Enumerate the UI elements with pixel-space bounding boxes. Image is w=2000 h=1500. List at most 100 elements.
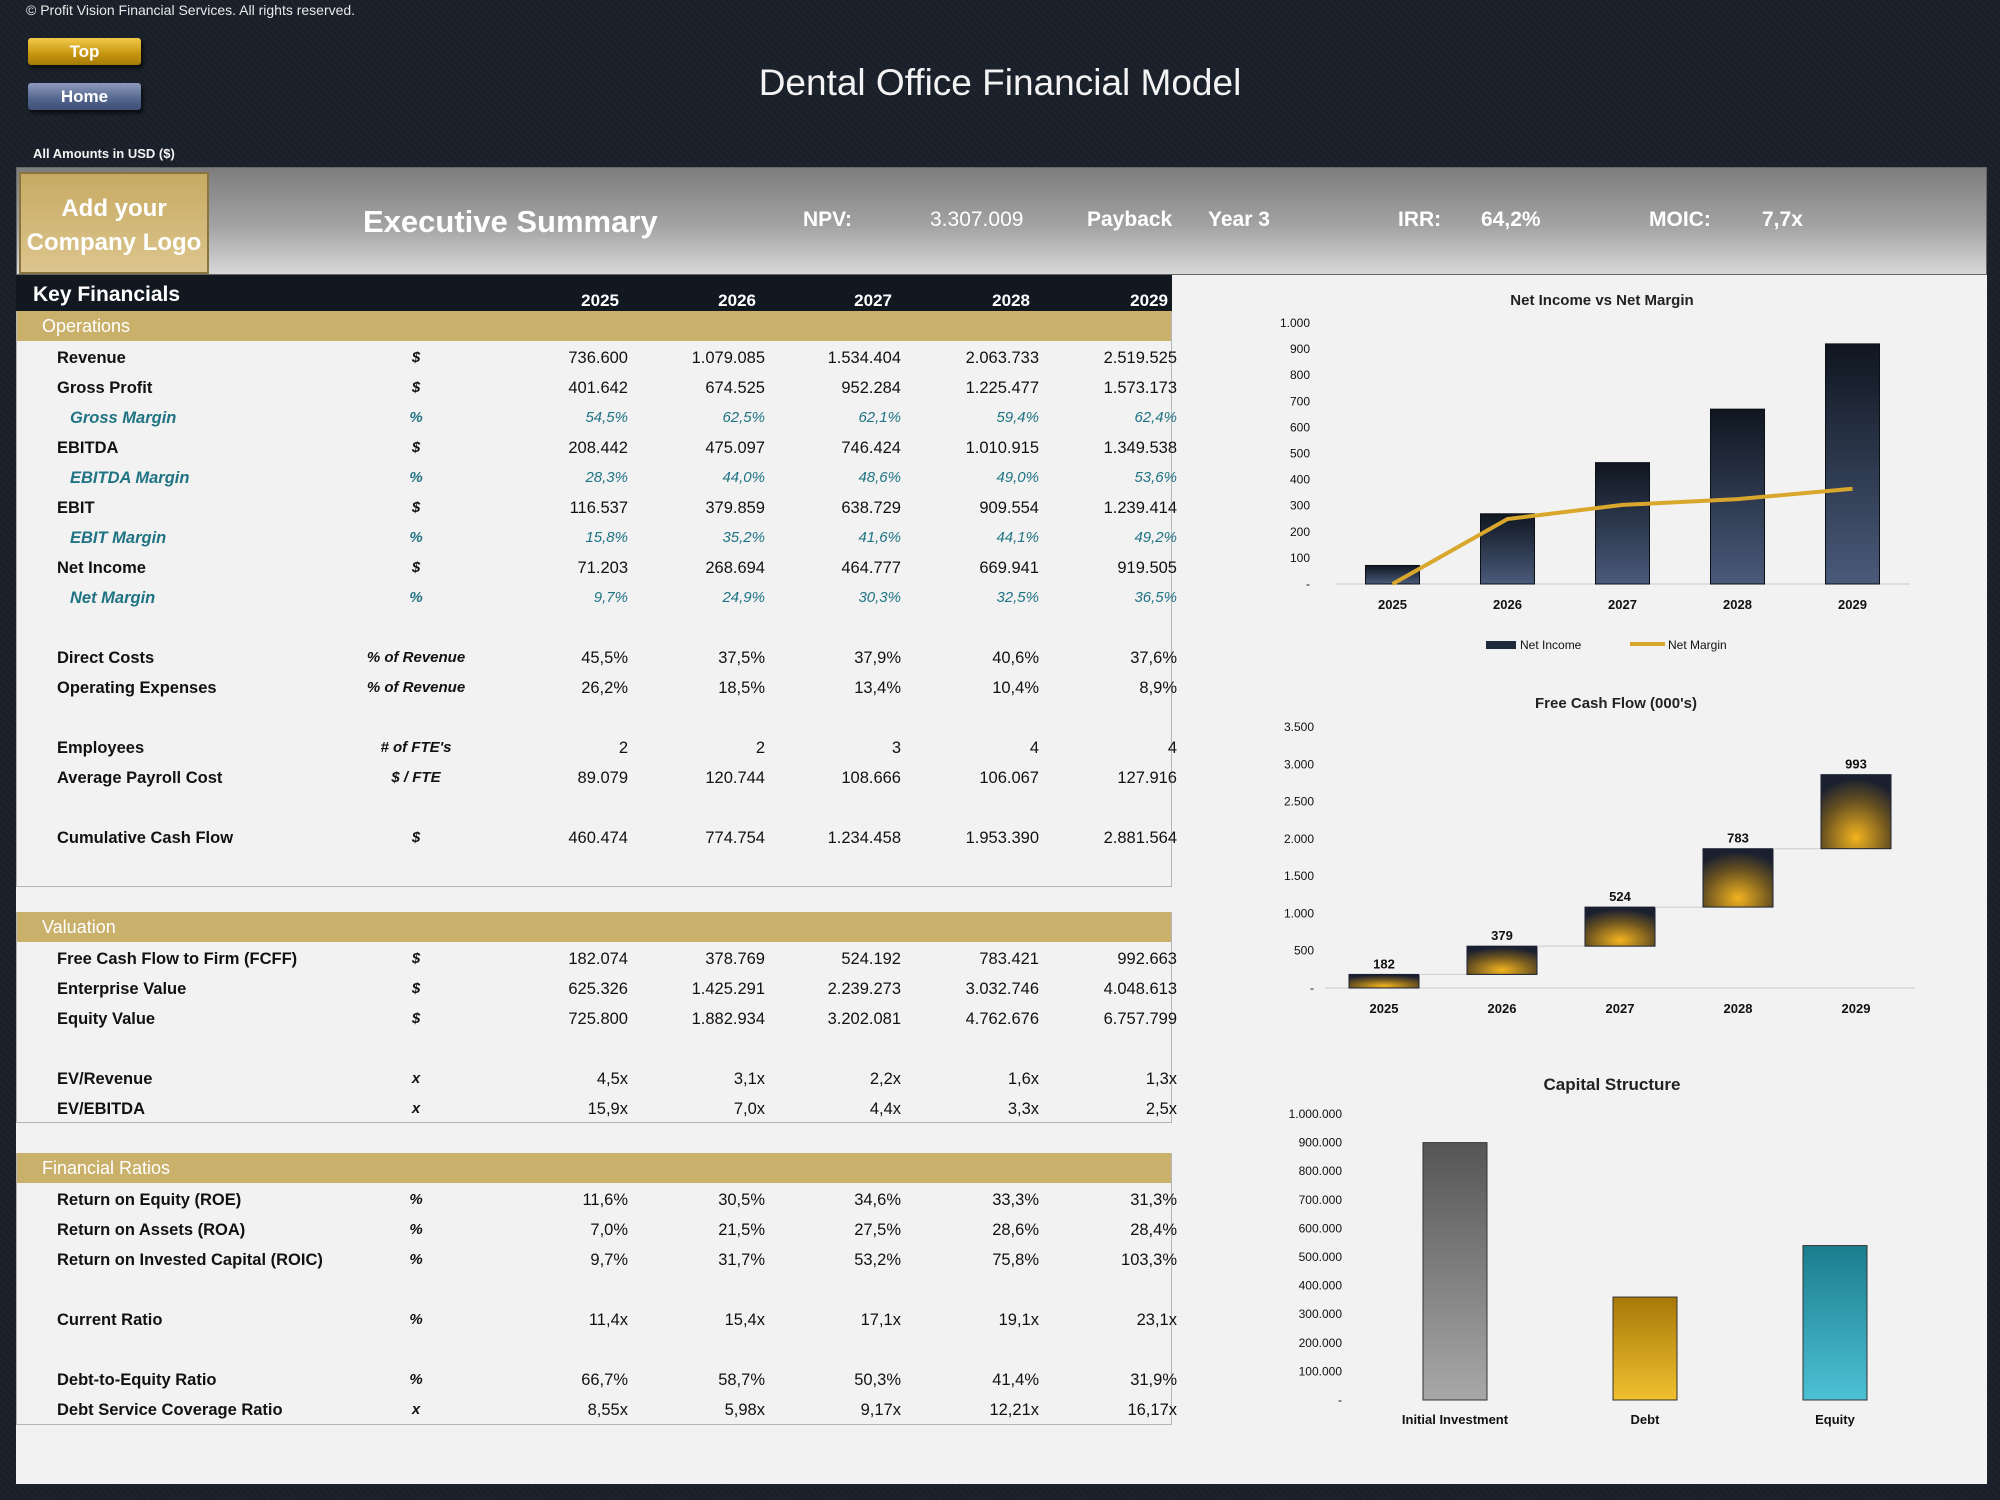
year-header: 2025: [581, 291, 619, 310]
valuation-header: Valuation: [17, 912, 1171, 942]
row-unit: $: [411, 439, 421, 456]
cell-value: 5,98x: [724, 1401, 765, 1419]
x-tick-label: 2026: [1488, 1001, 1517, 1016]
cell-value: 28,3%: [585, 469, 628, 486]
cell-value: 35,2%: [722, 529, 765, 546]
cell-value: 32,5%: [996, 589, 1039, 606]
cell-value: 30,3%: [858, 589, 901, 606]
row-unit: $ / FTE: [391, 769, 441, 786]
row-label: Net Income: [57, 559, 146, 577]
x-tick-label: 2029: [1842, 1001, 1871, 1016]
row-label: Gross Profit: [57, 379, 153, 397]
cell-value: 379.859: [705, 499, 765, 517]
cell-value: 4,4x: [869, 1100, 901, 1118]
cell-value: 44,1%: [996, 529, 1039, 546]
top-button[interactable]: Top: [28, 38, 141, 65]
table-row: Net Margin% 9,7% 24,9% 30,3% 32,5% 36,5%: [16, 583, 1177, 613]
table-row: Revenue $736.600 1.079.085 1.534.404 2.063.7…: [16, 343, 1177, 373]
cell-value: 27,5%: [854, 1221, 901, 1239]
row-unit: %: [409, 529, 423, 546]
cell-value: 9,17x: [860, 1401, 901, 1419]
cell-value: 26,2%: [581, 679, 628, 697]
table-row: Operating Expenses % of Revenue 26,2% 18,5%…: [16, 673, 1177, 703]
y-tick-label: 600.000: [1299, 1221, 1343, 1235]
cell-value: 1.225.477: [965, 379, 1039, 397]
page-title: Dental Office Financial Model: [758, 62, 1242, 103]
row-unit: $: [411, 980, 421, 997]
row-unit: x: [411, 1070, 421, 1087]
cell-value: 268.694: [705, 559, 765, 577]
row-label: Debt Service Coverage Ratio: [57, 1401, 283, 1419]
row-label: Enterprise Value: [57, 980, 187, 998]
cell-value: 1.079.085: [691, 349, 765, 367]
cell-value: 15,9x: [587, 1100, 628, 1118]
row-unit: %: [409, 469, 423, 486]
company-logo-placeholder[interactable]: Add your Company Logo: [19, 172, 209, 274]
y-tick-label: 700.000: [1299, 1193, 1343, 1207]
cell-value: 4: [1167, 739, 1177, 757]
row-label: Gross Margin: [70, 409, 177, 427]
y-tick-label: 1.000: [1280, 316, 1310, 330]
table-row: Average Payroll Cost $ / FTE 89.079 120.744…: [16, 763, 1177, 793]
x-tick-label: 2025: [1378, 597, 1407, 612]
table-row: Gross Profit $401.642 674.525 952.284 1.225.…: [16, 373, 1177, 403]
table-row: Gross Margin% 54,5% 62,5% 62,1% 59,4% 62,4%: [16, 403, 1177, 433]
cell-value: 1.349.538: [1103, 439, 1177, 457]
row-label: EBIT: [57, 499, 95, 517]
cell-value: 4,5x: [596, 1070, 628, 1088]
cell-value: 2.063.733: [965, 349, 1039, 367]
row-unit: $: [411, 1010, 421, 1027]
cell-value: 34,6%: [854, 1191, 901, 1209]
cell-value: 28,4%: [1130, 1221, 1177, 1239]
y-tick-label: 300: [1290, 499, 1310, 513]
cell-value: 48,6%: [858, 469, 901, 486]
data-label: 524: [1609, 889, 1631, 904]
y-tick-label: 500: [1294, 944, 1314, 958]
y-tick-label: 700: [1290, 394, 1310, 408]
fcf-bar: [1466, 945, 1538, 975]
net-income-chart: Net Income vs Net Margin - 100 200 300 400 500…: [1280, 292, 1910, 652]
home-button[interactable]: Home: [28, 83, 141, 110]
cell-value: 75,8%: [992, 1251, 1039, 1269]
x-tick-label: 2026: [1493, 597, 1522, 612]
cell-value: 37,5%: [718, 649, 765, 667]
fcf-bar: [1584, 906, 1656, 947]
cell-value: 674.525: [705, 379, 765, 397]
table-row: Direct Costs % of Revenue 45,5% 37,5% 37,9% 4…: [16, 643, 1177, 673]
row-label: Free Cash Flow to Firm (FCFF): [57, 950, 298, 968]
cell-value: 638.729: [841, 499, 901, 517]
cell-value: 1.882.934: [691, 1010, 765, 1028]
cell-value: 1.010.915: [965, 439, 1039, 457]
cell-value: 3: [891, 739, 901, 757]
y-tick-label: 500.000: [1299, 1250, 1343, 1264]
cell-value: 182.074: [568, 950, 628, 968]
x-tick-label: 2025: [1370, 1001, 1399, 1016]
y-tick-label: 400.000: [1299, 1279, 1343, 1293]
fcf-bar: [1702, 848, 1774, 908]
row-label: Return on Invested Capital (ROIC): [57, 1251, 323, 1269]
chart-title: Capital Structure: [1544, 1075, 1681, 1094]
cell-value: 378.769: [705, 950, 765, 968]
cell-value: 41,6%: [858, 529, 901, 546]
cell-value: 669.941: [979, 559, 1039, 577]
cell-value: 7,0%: [590, 1221, 628, 1239]
y-tick-label: 3.500: [1284, 720, 1314, 734]
cell-value: 1.425.291: [691, 980, 765, 998]
cell-value: 460.474: [568, 829, 628, 847]
data-label: 783: [1727, 831, 1749, 846]
cell-value: 4.762.676: [965, 1010, 1039, 1028]
cell-value: 71.203: [577, 559, 628, 577]
cell-value: 4: [1029, 739, 1039, 757]
copyright-text: © Profit Vision Financial Services. All …: [26, 2, 356, 18]
cell-value: 54,5%: [585, 409, 628, 426]
cell-value: 106.067: [979, 769, 1039, 787]
cell-value: 62,4%: [1134, 409, 1177, 426]
table-row: Cumulative Cash Flow $460.474 774.754 1.234…: [16, 823, 1177, 853]
operations-box: [16, 311, 1172, 887]
cell-value: 36,5%: [1134, 589, 1177, 606]
cell-value: 3,1x: [733, 1070, 765, 1088]
cell-value: 21,5%: [718, 1221, 765, 1239]
row-label: Return on Equity (ROE): [57, 1191, 242, 1209]
y-tick-label: -: [1310, 981, 1314, 995]
row-label: Equity Value: [57, 1010, 156, 1028]
